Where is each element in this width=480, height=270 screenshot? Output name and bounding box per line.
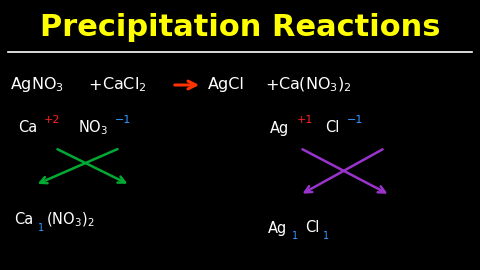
- Text: AgCl: AgCl: [208, 77, 245, 93]
- Text: Ca(NO$_3$)$_2$: Ca(NO$_3$)$_2$: [278, 76, 352, 94]
- Text: 1: 1: [323, 231, 329, 241]
- Text: +2: +2: [44, 115, 60, 125]
- Text: +: +: [88, 77, 101, 93]
- Text: Ag: Ag: [270, 120, 289, 136]
- Text: Precipitation Reactions: Precipitation Reactions: [40, 14, 440, 42]
- Text: 1: 1: [38, 223, 44, 233]
- Text: NO$_3$: NO$_3$: [78, 119, 108, 137]
- Text: −1: −1: [115, 115, 132, 125]
- Text: (NO$_3$)$_2$: (NO$_3$)$_2$: [46, 211, 95, 229]
- Text: −1: −1: [347, 115, 363, 125]
- Text: Ca: Ca: [18, 120, 37, 136]
- Text: Cl: Cl: [325, 120, 339, 136]
- Text: +1: +1: [297, 115, 313, 125]
- Text: Cl: Cl: [305, 221, 319, 235]
- Text: +: +: [265, 77, 278, 93]
- Text: Ca: Ca: [14, 212, 33, 228]
- Text: AgNO$_3$: AgNO$_3$: [10, 76, 64, 94]
- Text: Ag: Ag: [268, 221, 287, 235]
- Text: 1: 1: [292, 231, 298, 241]
- Text: CaCl$_2$: CaCl$_2$: [102, 76, 147, 94]
